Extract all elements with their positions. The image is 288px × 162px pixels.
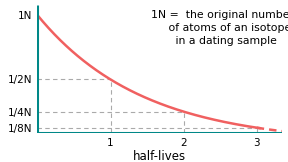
Text: 1N =  the original number
     of atoms of an isotope
       in a dating sample: 1N = the original number of atoms of an … bbox=[151, 10, 288, 46]
X-axis label: half-lives: half-lives bbox=[133, 150, 186, 162]
